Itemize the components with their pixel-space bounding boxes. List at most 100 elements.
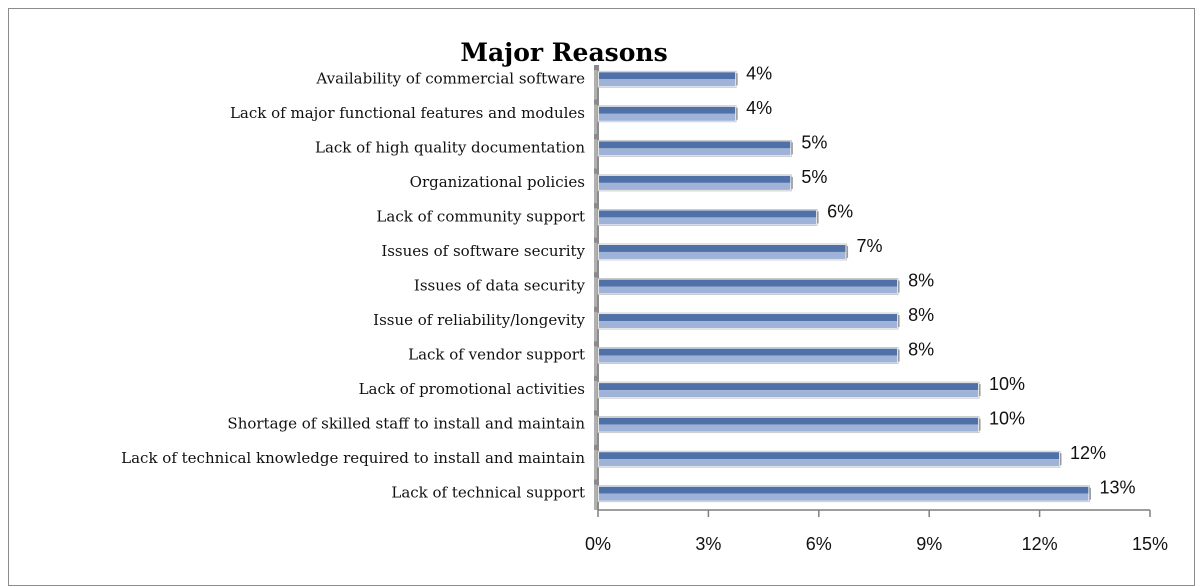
bar-top-face — [599, 383, 979, 391]
bar-end-cap — [898, 280, 900, 293]
bar-top-face — [599, 486, 1089, 494]
bar-top-face — [599, 175, 791, 183]
category-tick-block — [594, 99, 599, 105]
bar-value-label: 8% — [908, 271, 934, 291]
category-tick-block — [594, 479, 599, 485]
bar-top-face — [599, 452, 1059, 460]
bar-end-cap — [979, 418, 981, 431]
bar-bottom-face — [599, 493, 1089, 501]
category-label: Lack of high quality documentation — [315, 138, 585, 156]
x-tick-label: 9% — [916, 534, 942, 554]
bar — [597, 209, 819, 226]
bar-end-cap — [1089, 487, 1091, 500]
x-tick-label: 12% — [1022, 534, 1058, 554]
category-label: Availability of commercial software — [315, 69, 585, 87]
bar-bottom-face — [599, 459, 1059, 467]
category-tick-block — [594, 237, 599, 243]
category-tick-block — [594, 341, 599, 347]
category-label: Lack of vendor support — [408, 346, 585, 364]
bar-end-cap — [846, 245, 849, 258]
bar-value-label: 4% — [746, 98, 772, 118]
bar-value-label: 4% — [746, 63, 772, 83]
bar-value-label: 5% — [801, 167, 827, 187]
bar — [597, 70, 738, 88]
bar-bottom-face — [599, 148, 791, 156]
category-tick-block — [594, 272, 599, 278]
category-label: Issues of software security — [381, 242, 585, 260]
category-label: Issues of data security — [414, 277, 586, 295]
bar-bottom-face — [599, 286, 898, 294]
y-axis-wall — [594, 69, 599, 510]
bar-bottom-face — [599, 424, 979, 432]
labels-layer: 0% 3% 6% 9% 12% 15% Availability of commercial… — [121, 63, 1168, 554]
bar-end-cap — [1060, 453, 1062, 466]
category-label: Lack of technical support — [391, 484, 585, 502]
bar — [597, 347, 900, 364]
bar-value-label: 13% — [1099, 478, 1135, 498]
bar-end-cap — [979, 384, 981, 397]
bar-chart: 0% 3% 6% 9% 12% 15% Availability of commercial… — [121, 38, 1168, 554]
bar-top-face — [599, 279, 898, 287]
bar-value-label: 10% — [989, 374, 1025, 394]
bar-end-cap — [791, 142, 793, 155]
bar-top-face — [599, 314, 898, 322]
category-label: Lack of promotional activities — [359, 380, 585, 398]
category-label: Lack of major functional features and mo… — [230, 104, 585, 122]
category-label: Organizational policies — [410, 173, 585, 191]
x-tick-label: 6% — [806, 534, 832, 554]
bars-layer — [597, 70, 1091, 503]
category-tick-block — [594, 444, 599, 450]
bar-end-cap — [736, 73, 738, 86]
bar-top-face — [599, 244, 846, 252]
bar-end-cap — [898, 349, 900, 362]
bar — [597, 485, 1091, 503]
bar-value-label: 8% — [908, 305, 934, 325]
category-tick-block — [594, 134, 599, 140]
bar-top-face — [599, 141, 791, 149]
bar-end-cap — [898, 315, 900, 328]
category-tick-block — [594, 375, 599, 381]
bar — [597, 416, 981, 434]
bar-top-face — [599, 72, 736, 80]
bar-top-face — [599, 210, 817, 218]
bar-end-cap — [791, 176, 793, 189]
bar-value-label: 12% — [1070, 443, 1106, 463]
bar-value-label: 7% — [857, 236, 883, 256]
bar-bottom-face — [599, 321, 898, 329]
category-label: Lack of community support — [376, 207, 585, 225]
category-label: Shortage of skilled staff to install and… — [227, 415, 585, 433]
bar-value-label: 8% — [908, 340, 934, 360]
category-label: Lack of technical knowledge required to … — [121, 449, 585, 467]
category-label: Issue of reliability/longevity — [373, 311, 585, 329]
bar — [597, 312, 900, 330]
bar-value-label: 10% — [989, 409, 1025, 429]
x-tick-label: 3% — [695, 534, 721, 554]
bar-bottom-face — [599, 113, 736, 121]
bar — [597, 450, 1062, 468]
category-tick-block — [594, 410, 599, 416]
bar — [597, 174, 793, 192]
bar — [597, 105, 738, 123]
chart-title: Major Reasons — [460, 38, 667, 67]
bar-top-face — [599, 348, 898, 356]
category-tick-block — [594, 306, 599, 312]
bar-bottom-face — [599, 355, 898, 363]
bar-bottom-face — [599, 79, 736, 87]
bar — [597, 381, 981, 399]
bar-value-label: 6% — [827, 201, 853, 221]
category-tick-block — [594, 203, 599, 209]
category-tick-block — [594, 65, 599, 70]
bar-bottom-face — [599, 251, 846, 259]
bar-bottom-face — [599, 217, 817, 225]
bar-bottom-face — [599, 182, 791, 190]
bar-end-cap — [736, 107, 738, 120]
chart-frame: 0% 3% 6% 9% 12% 15% Availability of commercial… — [8, 8, 1195, 586]
bar-end-cap — [817, 211, 819, 224]
x-tick-label: 15% — [1132, 534, 1168, 554]
x-tick-label: 0% — [585, 534, 611, 554]
bar-top-face — [599, 106, 736, 114]
bar — [597, 243, 849, 261]
bar-bottom-face — [599, 390, 979, 398]
bar — [597, 278, 900, 295]
bar-value-label: 5% — [801, 132, 827, 152]
